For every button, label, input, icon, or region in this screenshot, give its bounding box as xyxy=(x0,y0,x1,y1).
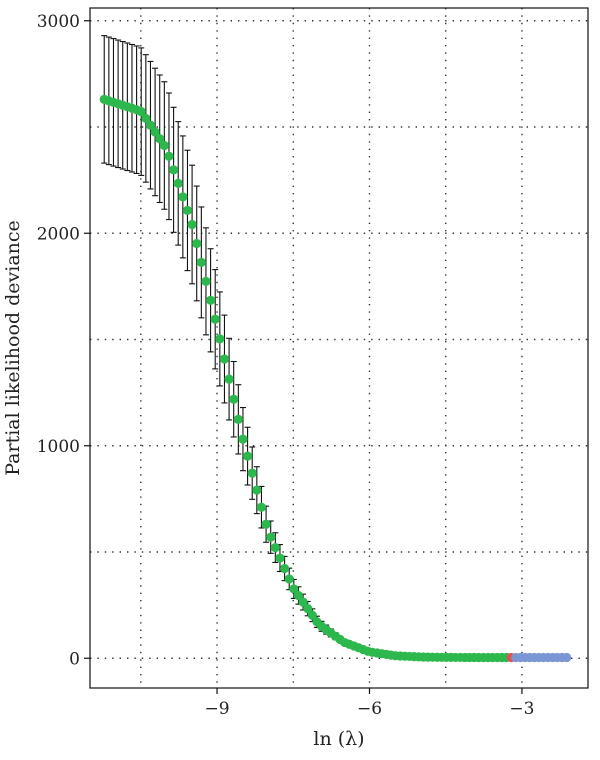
data-point xyxy=(159,140,169,151)
data-point xyxy=(164,151,174,161)
point-layer xyxy=(99,94,572,663)
data-point xyxy=(562,652,572,663)
plot-frame xyxy=(89,7,589,689)
data-point xyxy=(145,120,156,130)
data-point xyxy=(238,434,248,444)
x-tick-label: −3 xyxy=(509,699,534,719)
data-point xyxy=(293,590,304,601)
data-point xyxy=(192,238,202,249)
x-tick-label: −9 xyxy=(205,699,230,719)
data-point xyxy=(215,334,225,344)
data-point xyxy=(201,276,211,286)
x-axis-title: ln (λ) xyxy=(313,728,364,750)
data-point xyxy=(252,485,262,495)
data-point xyxy=(155,134,165,144)
y-tick-label: 3000 xyxy=(37,12,80,32)
data-point xyxy=(279,563,290,574)
data-point xyxy=(284,574,294,584)
data-point xyxy=(266,532,276,542)
data-point xyxy=(205,295,216,305)
y-tick-label: 0 xyxy=(69,649,80,669)
data-point xyxy=(307,610,317,620)
y-tick-label: 2000 xyxy=(37,224,80,244)
error-bar-layer xyxy=(101,35,381,655)
data-point xyxy=(173,178,183,188)
data-point xyxy=(178,192,188,202)
y-tick-label: 1000 xyxy=(37,437,80,457)
data-point xyxy=(298,597,308,607)
data-point xyxy=(219,354,230,364)
data-point xyxy=(187,219,197,230)
data-point xyxy=(303,604,313,614)
data-point xyxy=(182,205,193,216)
data-point xyxy=(270,543,280,553)
data-point xyxy=(136,107,146,117)
data-point xyxy=(247,468,257,478)
tick-layer: −9 −6 −3 0 1000 2000 3000 xyxy=(37,12,535,719)
data-point xyxy=(256,502,267,512)
data-point xyxy=(224,374,234,384)
data-point xyxy=(275,553,285,563)
data-point xyxy=(196,257,206,268)
data-point xyxy=(150,127,160,137)
data-point xyxy=(242,451,253,461)
data-point xyxy=(168,165,179,175)
data-point xyxy=(229,394,239,404)
data-point xyxy=(289,584,299,594)
data-point xyxy=(210,314,220,324)
x-tick-label: −6 xyxy=(357,699,382,719)
data-point xyxy=(261,519,271,529)
y-axis-title: Partial likelihood deviance xyxy=(2,220,24,476)
data-point xyxy=(233,414,243,424)
data-point xyxy=(141,113,151,124)
